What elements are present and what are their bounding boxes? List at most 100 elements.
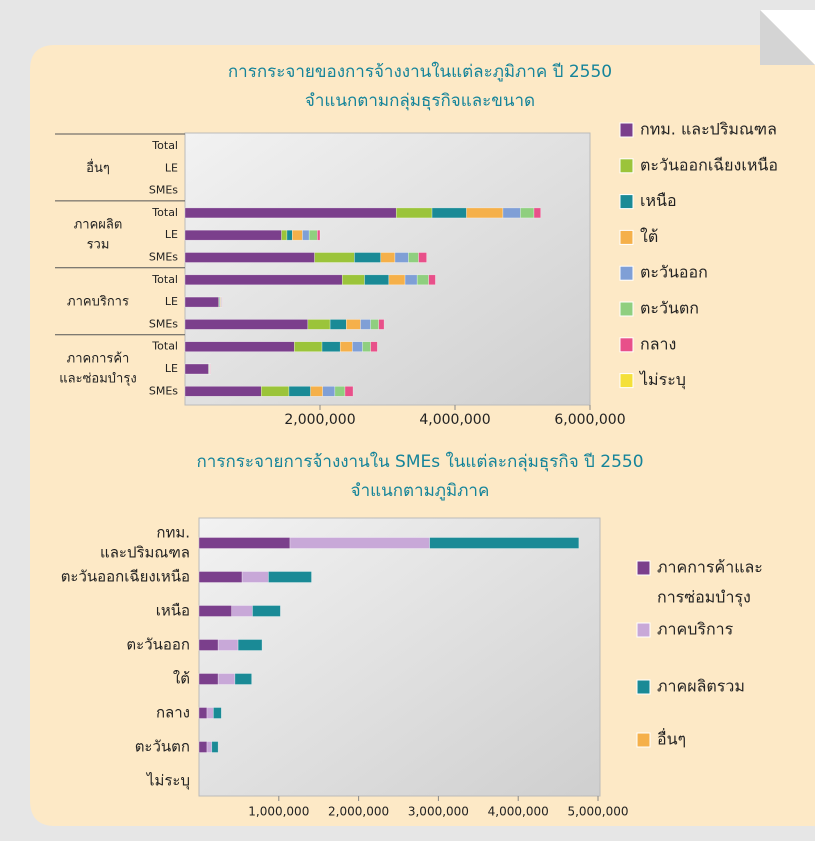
bar-segment: [309, 230, 317, 240]
bar-segment: [335, 386, 345, 396]
bar-segment: [282, 230, 287, 240]
legend-label: ภาคบริการ: [657, 620, 734, 639]
bar-segment: [340, 342, 352, 352]
bar-segment: [199, 708, 207, 719]
bar-segment: [199, 572, 242, 583]
legend-swatch: [637, 623, 650, 637]
y-tick-label: กลาง: [156, 704, 190, 722]
bar-segment: [379, 319, 384, 329]
bar-segment: [294, 342, 322, 352]
group-label: อื่นๆ: [86, 159, 110, 176]
bar-segment: [218, 674, 235, 685]
legend-label: ไม่ระบุ: [638, 370, 686, 390]
x-tick-label: 1,000,000: [248, 805, 309, 819]
bar-segment: [232, 606, 253, 617]
bar-segment: [311, 386, 323, 396]
bar-segment: [346, 319, 360, 329]
legend-label: เหนือ: [640, 191, 677, 210]
legend-label: ภาคการค้าและ: [657, 558, 763, 577]
bar-segment: [503, 208, 521, 218]
y-tick-label: SMEs: [149, 317, 178, 330]
bar-segment: [396, 208, 432, 218]
group-label: ภาคผลิต: [74, 218, 123, 233]
group-label: ภาคการค้า: [67, 352, 130, 367]
bar-segment: [417, 275, 428, 285]
legend-swatch: [620, 159, 633, 173]
bar-segment: [199, 674, 218, 685]
x-tick-label: 4,000,000: [419, 412, 490, 428]
bar-segment: [252, 606, 280, 617]
bar-segment: [322, 342, 340, 352]
bar-segment: [466, 208, 502, 218]
bar-segment: [405, 275, 417, 285]
legend-label: กทม. และปริมณฑล: [640, 120, 777, 139]
legend-swatch: [620, 266, 633, 280]
y-tick-label: Total: [151, 139, 178, 152]
legend-label: ตะวันออก: [640, 263, 708, 282]
x-tick-label: 2,000,000: [328, 805, 389, 819]
group-label: ภาคบริการ: [67, 295, 129, 310]
bar-segment: [185, 386, 261, 396]
group-label: และซ่อมบำรุง: [59, 372, 136, 387]
bar-segment: [235, 674, 252, 685]
legend-label: การซ่อมบำรุง: [657, 588, 751, 608]
bar-segment: [199, 606, 232, 617]
bar-segment: [345, 386, 353, 396]
bar-segment: [354, 253, 380, 263]
bar-segment: [290, 538, 430, 549]
legend-swatch: [637, 561, 650, 575]
bar-segment: [199, 538, 290, 549]
x-tick-label: 3,000,000: [408, 805, 469, 819]
chart-title: การกระจายของการจ้างงานในแต่ละภูมิภาค ปี …: [228, 61, 612, 82]
bar-segment: [242, 572, 268, 583]
bar-segment: [185, 319, 308, 329]
x-tick-label: 4,000,000: [488, 805, 549, 819]
y-tick-label: เหนือ: [156, 602, 190, 620]
legend-label: ตะวันตก: [640, 299, 699, 318]
bar-segment: [213, 708, 221, 719]
bar-segment: [185, 275, 342, 285]
bar-segment: [308, 319, 330, 329]
x-tick-label: 6,000,000: [554, 412, 625, 428]
plot-area: [185, 133, 590, 405]
bar-segment: [302, 230, 309, 240]
bar-segment: [534, 208, 541, 218]
bar-segment: [323, 386, 335, 396]
y-tick-label: ใต้: [173, 670, 190, 688]
bar-segment: [389, 275, 405, 285]
y-tick-label: SMEs: [149, 251, 178, 264]
bar-segment: [185, 253, 315, 263]
bar-segment: [238, 640, 262, 651]
bar-segment: [317, 230, 320, 240]
legend-swatch: [637, 680, 650, 694]
bar-segment: [419, 253, 427, 263]
bar-segment: [207, 742, 212, 753]
chart-title: การกระจายการจ้างงานใน SMEs ในแต่ละกลุ่มธ…: [196, 451, 643, 472]
bar-segment: [185, 230, 282, 240]
bar-segment: [381, 253, 395, 263]
bar-segment: [371, 342, 378, 352]
legend-label: อื่นๆ: [657, 728, 686, 749]
bar-segment: [408, 253, 418, 263]
y-tick-label: LE: [165, 228, 178, 241]
x-tick-label: 2,000,000: [284, 412, 355, 428]
bar-segment: [185, 297, 219, 307]
bar-segment: [429, 275, 436, 285]
legend-swatch: [620, 338, 633, 352]
bar-segment: [199, 742, 207, 753]
bar-segment: [185, 364, 209, 374]
y-tick-label: Total: [151, 273, 178, 286]
group-label: รวม: [87, 238, 110, 253]
y-tick-label: SMEs: [149, 384, 178, 397]
x-tick-label: 5,000,000: [567, 805, 628, 819]
legend-label: ตะวันออกเฉียงเหนือ: [640, 155, 778, 174]
y-tick-label: LE: [165, 295, 178, 308]
y-tick-label: กทม.: [156, 524, 190, 542]
bar-segment: [287, 230, 292, 240]
y-tick-label: และปริมณฑล: [100, 544, 190, 562]
plot-area: [199, 518, 600, 796]
bar-segment: [365, 275, 389, 285]
bar-segment: [185, 208, 396, 218]
legend-swatch: [620, 123, 633, 137]
y-tick-label: ตะวันตก: [135, 738, 190, 756]
